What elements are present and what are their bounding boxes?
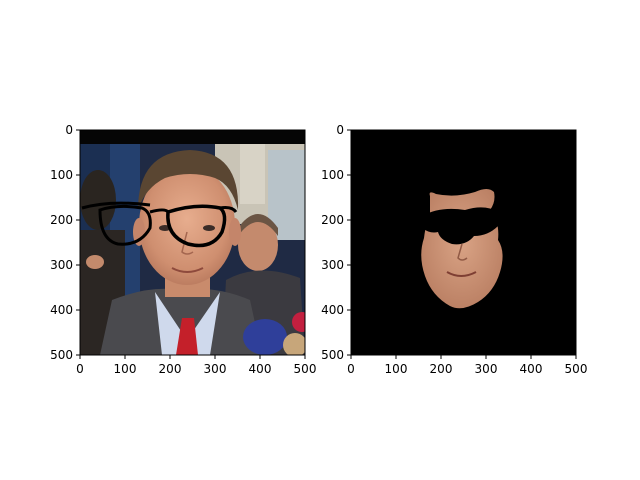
left-ytick-label: 200 [50, 213, 73, 227]
axes-right-frame [350, 129, 577, 356]
left-ytick-label: 100 [50, 168, 73, 182]
right-ytick-label: 300 [321, 258, 344, 272]
left-xtick-label: 200 [159, 362, 182, 376]
axes-left-frame [79, 129, 306, 356]
left-ytick-label: 500 [50, 348, 73, 362]
left-xtick-label: 400 [249, 362, 272, 376]
right-ytick-label: 200 [321, 213, 344, 227]
right-xtick-label: 100 [385, 362, 408, 376]
left-xtick-label: 300 [204, 362, 227, 376]
mask-image [351, 130, 576, 355]
right-xtick-label: 500 [565, 362, 588, 376]
right-ytick-label: 0 [336, 123, 344, 137]
right-ytick-label: 400 [321, 303, 344, 317]
right-xtick-label: 400 [520, 362, 543, 376]
left-xtick-label: 0 [76, 362, 84, 376]
left-ytick-label: 0 [65, 123, 73, 137]
left-ytick-label: 400 [50, 303, 73, 317]
left-xtick-label: 100 [114, 362, 137, 376]
photo-image [80, 130, 305, 355]
right-xtick-label: 200 [430, 362, 453, 376]
left-xtick-label: 500 [294, 362, 317, 376]
right-xtick-label: 300 [475, 362, 498, 376]
right-ytick-label: 100 [321, 168, 344, 182]
right-ytick-label: 500 [321, 348, 344, 362]
right-xtick-label: 0 [347, 362, 355, 376]
left-ytick-label: 300 [50, 258, 73, 272]
